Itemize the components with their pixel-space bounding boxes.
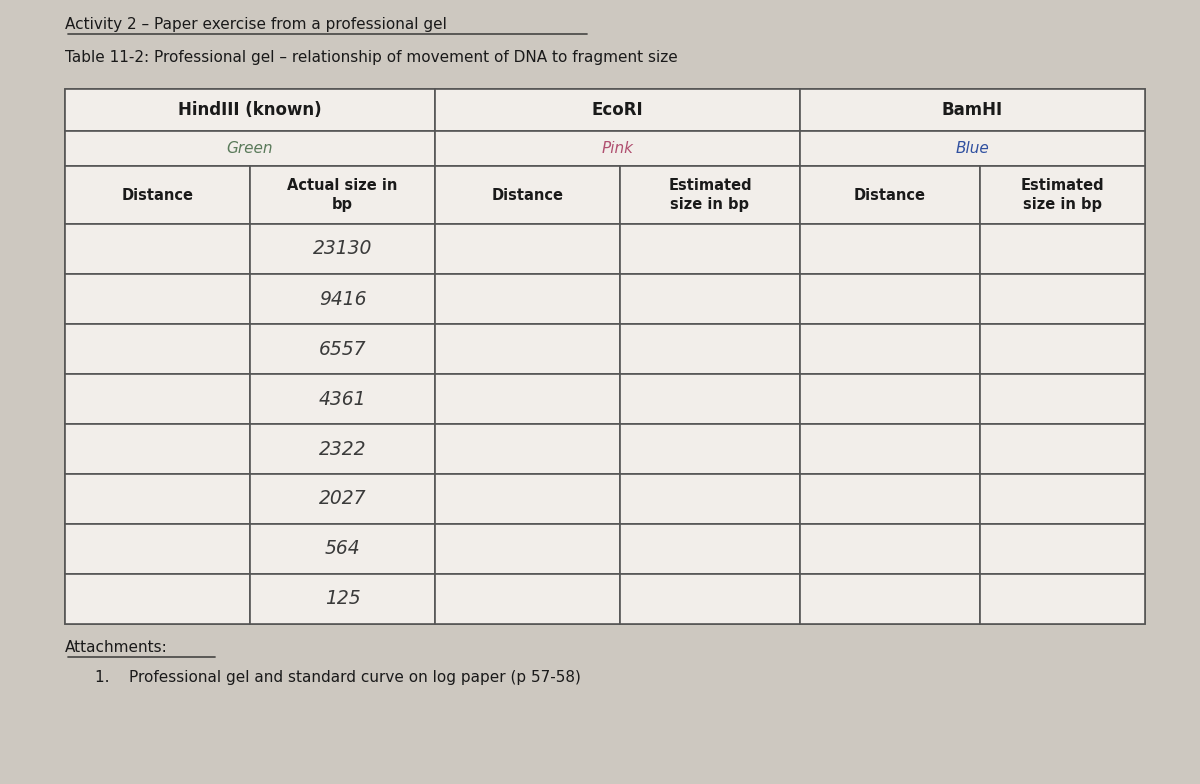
Text: 4361: 4361 [319, 390, 366, 408]
Bar [65, 166, 250, 224]
Bar [800, 131, 1145, 166]
Bar [620, 374, 800, 424]
Bar [800, 166, 980, 224]
Bar [620, 474, 800, 524]
Bar [620, 274, 800, 324]
Text: 564: 564 [325, 539, 360, 558]
Bar [250, 324, 436, 374]
Bar [434, 131, 800, 166]
Bar [980, 166, 1145, 224]
Bar [980, 574, 1145, 624]
Bar [434, 89, 800, 131]
Bar [800, 374, 980, 424]
Bar [434, 274, 620, 324]
Bar [250, 374, 436, 424]
Bar [980, 374, 1145, 424]
Text: HindIII (known): HindIII (known) [178, 101, 322, 119]
Bar [250, 274, 436, 324]
Bar [434, 524, 620, 574]
Bar [620, 574, 800, 624]
Bar [800, 474, 980, 524]
Bar [434, 574, 620, 624]
Bar [434, 166, 620, 224]
Bar [800, 574, 980, 624]
Text: Estimated
size in bp: Estimated size in bp [1021, 178, 1104, 212]
Text: Actual size in
bp: Actual size in bp [287, 178, 397, 212]
Bar [250, 524, 436, 574]
Bar [800, 324, 980, 374]
Bar [250, 574, 436, 624]
Bar [620, 324, 800, 374]
Bar [980, 524, 1145, 574]
Bar [65, 474, 250, 524]
Bar [434, 424, 620, 474]
Bar [65, 89, 1145, 624]
Text: Pink: Pink [601, 141, 634, 156]
Bar [65, 524, 250, 574]
Bar [800, 89, 1145, 131]
Bar [65, 324, 250, 374]
Text: 9416: 9416 [319, 289, 366, 308]
Bar [65, 424, 250, 474]
Text: Green: Green [227, 141, 274, 156]
Text: Activity 2 – Paper exercise from a professional gel: Activity 2 – Paper exercise from a profe… [65, 17, 446, 32]
Text: Distance: Distance [492, 187, 564, 202]
Bar [65, 274, 250, 324]
Bar [800, 524, 980, 574]
Bar [980, 274, 1145, 324]
Text: 23130: 23130 [313, 239, 372, 259]
Bar [250, 166, 436, 224]
Bar [65, 131, 436, 166]
Text: Estimated
size in bp: Estimated size in bp [668, 178, 752, 212]
Text: Distance: Distance [121, 187, 193, 202]
Bar [250, 474, 436, 524]
Bar [65, 374, 250, 424]
Text: 1.    Professional gel and standard curve on log paper (p 57-58): 1. Professional gel and standard curve o… [95, 670, 581, 685]
Bar [800, 274, 980, 324]
Bar [434, 324, 620, 374]
Bar [65, 224, 250, 274]
Bar [620, 424, 800, 474]
Bar [250, 424, 436, 474]
Bar [980, 424, 1145, 474]
Bar [800, 224, 980, 274]
Bar [434, 224, 620, 274]
Bar [980, 324, 1145, 374]
Text: 125: 125 [325, 590, 360, 608]
Text: Distance: Distance [854, 187, 926, 202]
Bar [620, 166, 800, 224]
Bar [620, 524, 800, 574]
Bar [980, 474, 1145, 524]
Text: EcoRI: EcoRI [592, 101, 643, 119]
Text: Attachments:: Attachments: [65, 640, 168, 655]
Text: 6557: 6557 [319, 339, 366, 358]
Text: BamHI: BamHI [942, 101, 1003, 119]
Bar [434, 374, 620, 424]
Text: Blue: Blue [955, 141, 989, 156]
Bar [620, 224, 800, 274]
Text: 2027: 2027 [319, 489, 366, 509]
Bar [65, 574, 250, 624]
Text: 2322: 2322 [319, 440, 366, 459]
Bar [434, 474, 620, 524]
Bar [250, 224, 436, 274]
Text: Table 11-2: Professional gel – relationship of movement of DNA to fragment size: Table 11-2: Professional gel – relations… [65, 50, 678, 65]
Bar [65, 89, 436, 131]
Bar [980, 224, 1145, 274]
Bar [800, 424, 980, 474]
